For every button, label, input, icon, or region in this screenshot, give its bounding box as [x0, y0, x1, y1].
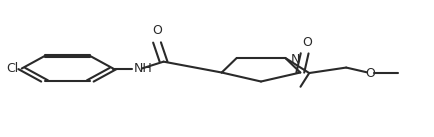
Text: O: O — [301, 36, 311, 49]
Text: NH: NH — [134, 62, 152, 75]
Text: Cl: Cl — [6, 62, 18, 75]
Text: O: O — [364, 67, 374, 80]
Text: O: O — [152, 24, 161, 37]
Text: N: N — [290, 53, 299, 66]
